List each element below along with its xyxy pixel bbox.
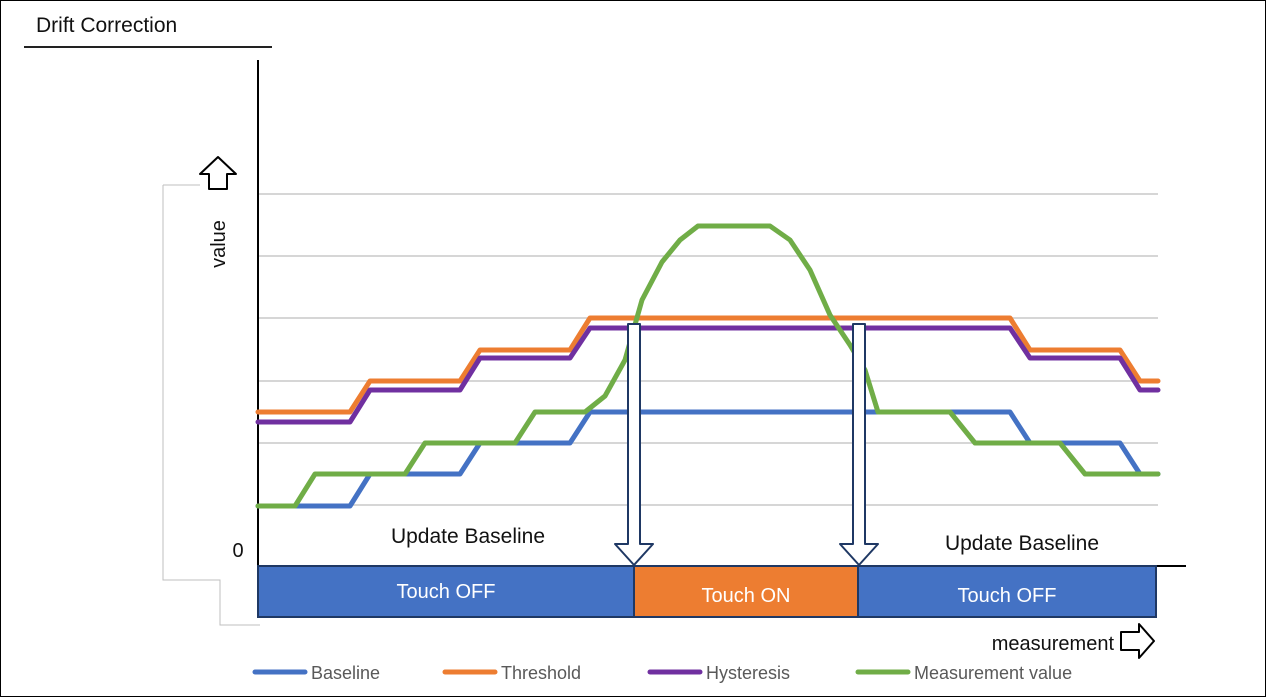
state-label: Touch OFF xyxy=(397,581,496,603)
measurement-line xyxy=(255,223,1161,509)
threshold-line xyxy=(255,315,1161,415)
right-arrow-icon xyxy=(1120,623,1155,659)
state-label: Touch OFF xyxy=(958,585,1057,607)
legend-label-threshold: Threshold xyxy=(501,663,581,683)
y-axis-label: value xyxy=(208,220,230,268)
up-arrow-icon xyxy=(199,156,237,190)
touch-off-arrow-icon xyxy=(839,323,879,566)
touch-state-bar: Touch OFF Touch ON Touch OFF xyxy=(257,565,1157,618)
hysteresis-line xyxy=(255,325,1161,425)
touch-on-arrow-icon xyxy=(614,323,654,566)
zero-label: 0 xyxy=(232,540,243,562)
legend-label-measurement: Measurement value xyxy=(914,663,1072,683)
baseline-line xyxy=(255,409,1161,509)
y-axis-bracket xyxy=(162,184,260,626)
x-axis-label: measurement xyxy=(992,633,1115,655)
legend-label-baseline: Baseline xyxy=(311,663,380,683)
update-baseline-left: Update Baseline xyxy=(391,525,545,548)
title-underline xyxy=(24,46,272,48)
state-label: Touch ON xyxy=(702,585,791,607)
state-segment-touch-on xyxy=(633,565,859,618)
state-segment-touch-off-1 xyxy=(257,565,635,618)
state-segment-touch-off-2 xyxy=(857,565,1157,618)
update-baseline-right: Update Baseline xyxy=(945,532,1099,555)
diagram-title: Drift Correction xyxy=(36,14,178,37)
legend-label-hysteresis: Hysteresis xyxy=(706,663,790,683)
